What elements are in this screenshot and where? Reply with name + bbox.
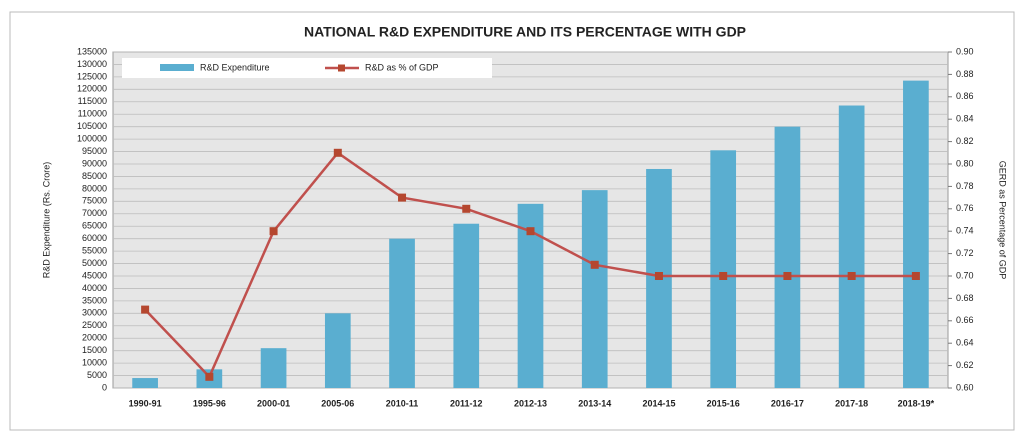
marker <box>333 148 342 157</box>
legend-label: R&D as % of GDP <box>365 62 439 72</box>
x-tick-label: 2018-19* <box>898 398 935 408</box>
marker <box>847 272 856 280</box>
x-tick-label: 2000-01 <box>257 398 290 408</box>
marker <box>911 272 920 280</box>
y2-axis-label: GERD as Percentage of GDP <box>998 161 1008 280</box>
marker <box>590 260 599 269</box>
y-tick-label: 10000 <box>82 357 107 367</box>
y2-tick-label: 0.70 <box>956 270 974 280</box>
y-tick-label: 75000 <box>82 196 107 206</box>
y2-tick-label: 0.76 <box>956 203 974 213</box>
y-tick-label: 5000 <box>87 370 107 380</box>
y2-tick-label: 0.64 <box>956 338 974 348</box>
bar <box>903 80 929 388</box>
y2-tick-label: 0.88 <box>956 69 974 79</box>
y-axis-label: R&D Expenditure (Rs. Crore) <box>41 162 51 279</box>
bar <box>132 378 158 388</box>
y2-tick-label: 0.60 <box>956 382 974 392</box>
bar <box>260 348 287 388</box>
x-tick-label: 2015-16 <box>707 398 740 408</box>
marker <box>269 227 278 236</box>
marker <box>719 272 728 280</box>
y-tick-label: 35000 <box>82 295 107 305</box>
y2-tick-label: 0.82 <box>956 136 974 146</box>
y-tick-label: 115000 <box>78 96 107 106</box>
x-tick-label: 2012-13 <box>514 398 547 408</box>
y-tick-label: 130000 <box>77 59 107 69</box>
y-tick-label: 100000 <box>77 133 107 143</box>
y2-tick-label: 0.78 <box>956 181 974 191</box>
bar <box>581 190 608 388</box>
bar <box>453 223 480 388</box>
bar <box>774 126 801 389</box>
y2-tick-label: 0.90 <box>956 46 974 56</box>
marker <box>783 272 792 280</box>
y2-tick-label: 0.86 <box>956 91 974 101</box>
y-tick-label: 25000 <box>82 320 107 330</box>
marker <box>462 204 471 213</box>
bar <box>324 313 351 388</box>
bar <box>710 150 737 388</box>
y-tick-label: 55000 <box>82 245 107 255</box>
bar <box>389 238 415 388</box>
y2-tick-label: 0.72 <box>956 248 974 258</box>
chart-title: NATIONAL R&D EXPENDITURE AND ITS PERCENT… <box>304 24 746 40</box>
y-tick-label: 85000 <box>82 171 107 181</box>
x-tick-label: 2014-15 <box>642 398 675 408</box>
y-tick-label: 0 <box>102 382 107 392</box>
y-tick-label: 60000 <box>82 233 107 243</box>
y-tick-label: 40000 <box>82 283 107 293</box>
y-tick-label: 135000 <box>77 46 107 56</box>
y-tick-label: 120000 <box>77 84 107 94</box>
x-tick-label: 2005-06 <box>321 398 354 408</box>
y-tick-label: 70000 <box>82 208 107 218</box>
legend-swatch <box>160 64 194 71</box>
x-tick-label: 2013-14 <box>578 398 611 408</box>
marker <box>141 305 150 314</box>
y2-tick-label: 0.80 <box>956 158 974 168</box>
x-tick-label: 1995-96 <box>193 398 226 408</box>
y-tick-label: 90000 <box>82 158 107 168</box>
y2-tick-label: 0.74 <box>956 226 974 236</box>
y-tick-label: 95000 <box>82 146 107 156</box>
y2-tick-label: 0.68 <box>956 293 974 303</box>
x-tick-label: 2016-17 <box>771 398 804 408</box>
x-tick-label: 2010-11 <box>386 398 419 408</box>
x-tick-label: 2011-12 <box>450 398 483 408</box>
y2-tick-label: 0.84 <box>956 114 974 124</box>
legend-marker <box>338 64 345 72</box>
y-tick-label: 105000 <box>77 121 107 131</box>
y-tick-label: 65000 <box>82 221 107 231</box>
y-tick-label: 80000 <box>82 183 107 193</box>
marker <box>654 272 663 280</box>
x-tick-label: 1990-91 <box>129 398 162 408</box>
y-tick-label: 45000 <box>82 270 107 280</box>
marker <box>205 372 214 381</box>
legend-label: R&D Expenditure <box>200 62 270 72</box>
y-tick-label: 110000 <box>78 109 107 119</box>
marker <box>398 193 407 202</box>
y-tick-label: 50000 <box>82 258 107 268</box>
y-tick-label: 30000 <box>82 308 107 318</box>
marker <box>526 227 535 236</box>
bar <box>838 105 865 388</box>
y-tick-label: 20000 <box>82 333 107 343</box>
legend-box <box>122 58 492 78</box>
x-tick-label: 2017-18 <box>835 398 868 408</box>
y2-tick-label: 0.66 <box>956 315 974 325</box>
y2-tick-label: 0.62 <box>956 360 974 370</box>
y-tick-label: 15000 <box>82 345 107 355</box>
y-tick-label: 125000 <box>77 71 107 81</box>
